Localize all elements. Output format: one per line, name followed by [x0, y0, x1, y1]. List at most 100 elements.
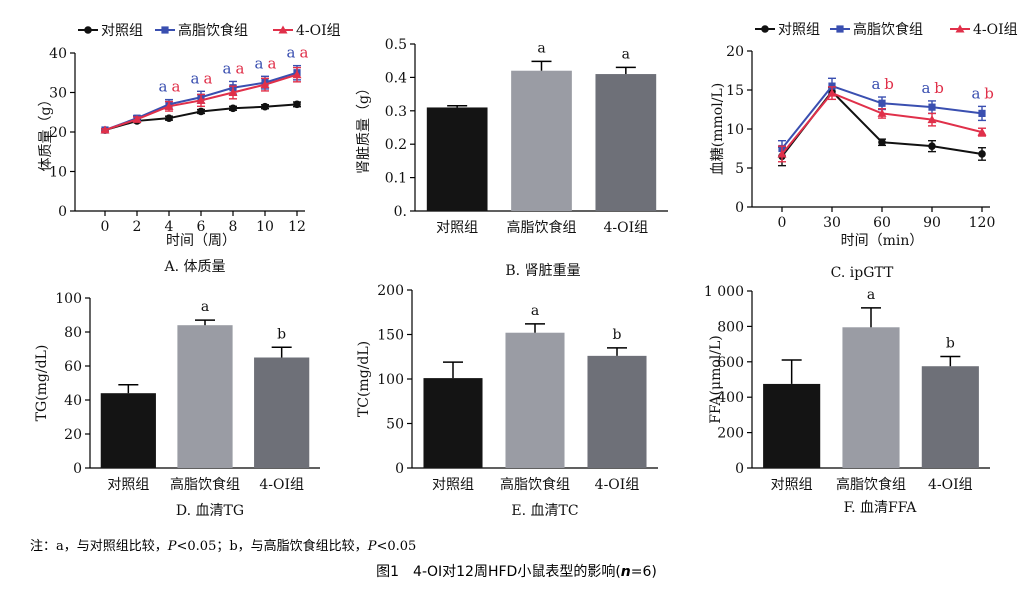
sig-annotation: a: [204, 69, 213, 87]
y-tick-label: 0.2: [385, 137, 407, 153]
y-tick-label: 10: [49, 165, 67, 181]
y-axis-label: 肾脏质量（g）: [356, 81, 372, 174]
bar-sig-label-2: b: [946, 335, 955, 351]
series-0-point: [878, 138, 886, 147]
x-tick-label: 0: [778, 215, 787, 231]
y-tick-label: 400: [717, 390, 744, 406]
bar-sig-label-2: b: [277, 326, 286, 342]
figure-caption: 图1 4-OI对12周HFD小鼠表型的影响(n=6): [0, 561, 1033, 581]
caption-suffix: =6): [630, 564, 657, 580]
y-tick-label: 800: [717, 319, 744, 335]
y-tick-label: 20: [64, 427, 82, 443]
series-2-point: [877, 108, 887, 117]
panel-2-legend: 对照组 高脂饮食组 4-OI组: [755, 21, 1018, 38]
bar-sig-label-1: a: [867, 287, 875, 303]
note-mid: <0.05；b，与高脂饮食组比较，: [176, 539, 368, 554]
x-tick-label: 高脂饮食组: [500, 476, 570, 493]
series-2-point: [777, 149, 787, 158]
x-tick-label: 10: [256, 219, 274, 235]
y-tick-label: 150: [377, 328, 404, 344]
y-axis-label: TG(mg/dL): [34, 345, 50, 422]
legend-marker-0: [84, 26, 92, 34]
x-tick-label: 对照组: [107, 477, 149, 493]
sig-annotation: a: [172, 78, 181, 96]
y-tick-label: 0.5: [385, 37, 407, 53]
bar-2: [595, 74, 657, 211]
x-tick-label: 6: [197, 219, 206, 235]
y-tick-label: 0: [395, 461, 404, 477]
panel-caption: F. 血清FFA: [844, 500, 918, 516]
x-tick-label: 4: [165, 219, 174, 235]
y-tick-label: 100: [55, 291, 82, 307]
y-tick-label: 15: [726, 83, 744, 99]
caption-n: n: [620, 564, 631, 580]
bar-sig-label-2: b: [613, 327, 622, 343]
y-tick-label: 10: [726, 122, 744, 138]
series-2-point: [196, 95, 206, 104]
series-0-point: [165, 114, 173, 122]
x-tick-label: 4-OI组: [604, 220, 649, 236]
y-axis-label: TC(mg/dL): [356, 341, 372, 417]
series-1-point: [928, 103, 936, 111]
series-2-point: [132, 114, 142, 123]
x-axis-label: 时间（min）: [841, 233, 924, 249]
y-axis-label: FFA(μmol/L): [708, 335, 724, 424]
y-tick-label: 0.1: [385, 171, 407, 187]
y-tick-label: 200: [717, 426, 744, 442]
panel-2-axes: 0 5 10 15 20 血糖(mmol/L) C. ipGTT: [710, 44, 990, 281]
panel-caption: A. 体质量: [163, 259, 225, 275]
panel-caption: E. 血清TC: [511, 503, 578, 519]
series-1-point: [878, 99, 886, 107]
y-tick-label: 0: [58, 204, 67, 220]
series-2-point: [927, 115, 937, 124]
bar-1: [177, 325, 233, 468]
y-tick-label: 20: [49, 125, 67, 141]
legend-marker-2: [278, 25, 288, 34]
bar-0: [423, 378, 483, 468]
y-tick-label: 5: [735, 161, 744, 177]
bar-sig-label-1: a: [537, 40, 545, 56]
series-0-point: [928, 142, 936, 150]
series-0-point: [261, 102, 269, 111]
bar-0: [763, 383, 821, 468]
x-tick-label: 60: [873, 215, 891, 231]
sig-annotation: b: [934, 79, 944, 97]
x-axis-label: 时间（周）: [166, 233, 236, 249]
panel-3-bars: 对照组 a 高脂饮食组 b 4-OI组: [100, 299, 310, 493]
legend-marker-1: [161, 26, 169, 34]
legend-label-0: 对照组: [778, 22, 820, 38]
series-2-point: [100, 125, 110, 134]
panel-3-axes: 0 20 40 60 80 100 TG(mg/dL) D. 血清TG: [34, 291, 320, 519]
x-tick-label: 0: [101, 219, 110, 235]
y-tick-label: 40: [49, 46, 67, 62]
y-tick-label: 0.3: [385, 104, 407, 120]
bar-1: [842, 327, 900, 468]
sig-annotation: a: [300, 44, 309, 62]
panel-1-bars: 对照组 a 高脂饮食组 a 4-OI组: [426, 40, 657, 236]
panel-5-bars: 对照组 a 高脂饮食组 b 4-OI组: [763, 287, 979, 493]
x-tick-label: 4-OI组: [595, 477, 640, 493]
note-suffix: <0.05: [376, 539, 417, 554]
y-tick-label: 60: [64, 359, 82, 375]
series-0-point: [293, 100, 301, 109]
sig-annotation: a: [287, 44, 296, 62]
y-axis-label: 体质量（g）: [38, 93, 54, 172]
legend-label-2: 4-OI组: [296, 23, 341, 39]
legend-label-2: 4-OI组: [973, 22, 1018, 38]
sig-annotation: a: [922, 79, 931, 97]
sig-annotation: a: [159, 78, 168, 96]
legend-marker-1: [836, 25, 844, 33]
y-tick-label: 20: [726, 44, 744, 60]
y-tick-label: 600: [717, 355, 744, 371]
series-2-point: [292, 70, 302, 79]
y-tick-label: 0.4: [385, 70, 407, 86]
x-tick-label: 120: [969, 215, 996, 231]
note-p1: P: [167, 539, 177, 554]
y-tick-label: 0: [735, 200, 744, 216]
y-tick-label: 50: [386, 417, 404, 433]
sig-annotation: a: [268, 54, 277, 72]
